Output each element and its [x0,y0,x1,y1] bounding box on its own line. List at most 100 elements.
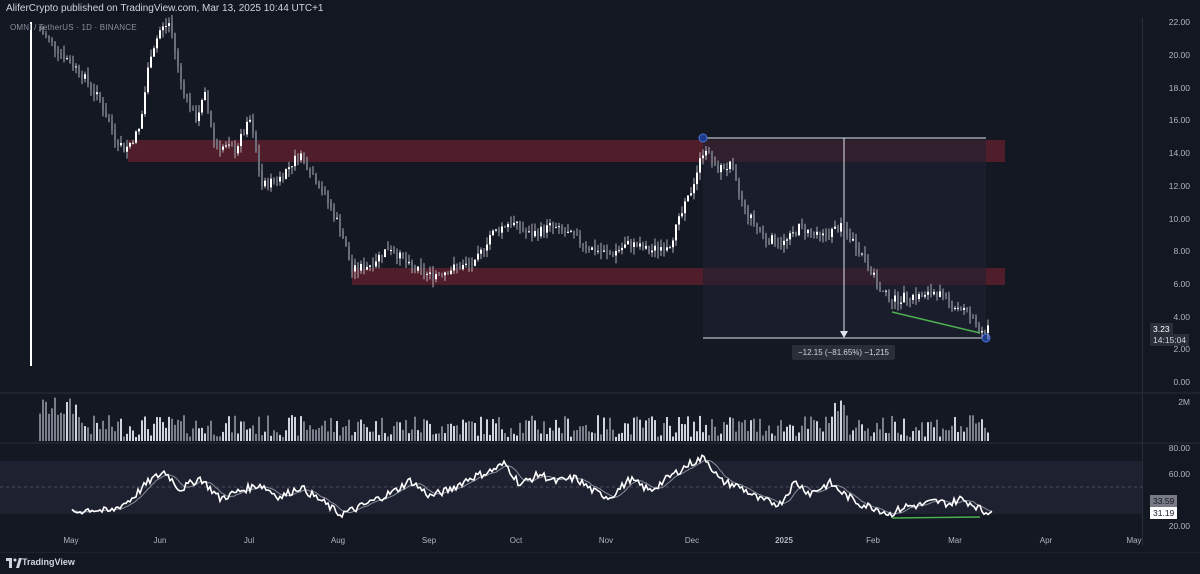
price-tick-label: 0.00 [1173,377,1190,387]
candle-body [447,272,449,275]
candle-body [717,165,719,173]
volume-bar [120,418,122,441]
volume-bar [486,419,488,441]
volume-bar [336,420,338,441]
volume-bar [747,431,749,441]
candle-body [555,227,557,229]
candle-body [222,146,224,150]
volume-bar [438,433,440,441]
candle-body [960,307,962,310]
candle-body [336,217,338,219]
volume-bar [669,425,671,441]
volume-bar [501,429,503,441]
time-tick-label: Sep [421,536,437,545]
candle-body [321,187,323,192]
candle-body [567,231,569,233]
volume-bar [327,431,329,441]
candle-body [282,176,284,179]
volume-bar [360,419,362,441]
volume-bar [285,430,287,441]
time-tick-label: Feb [866,536,880,545]
volume-bar [729,417,731,441]
candle-body [423,268,425,275]
volume-bar [579,426,581,441]
candle-body [798,224,800,236]
volume-bar [45,401,47,441]
candle-body [183,82,185,95]
volume-bar [726,424,728,441]
candle-body [138,128,140,132]
brand-name[interactable]: TradingView [22,557,75,567]
measure-start-handle [698,133,708,143]
candle-body [303,153,305,159]
volume-bar [561,433,563,441]
candle-body [723,165,725,170]
candle-body [315,174,317,184]
candle-body [711,150,713,163]
volume-bar [180,421,182,441]
candle-body [672,240,674,248]
volume-bar [390,434,392,441]
volume-bar [573,430,575,441]
volume-bar [72,413,74,441]
candle-body [333,207,335,219]
candle-body [357,265,359,271]
candle-body [519,221,521,230]
countdown-badge: 14:15:04 [1150,334,1190,346]
volume-bar [111,426,113,441]
candle-body [129,142,131,147]
candle-body [948,295,950,302]
volume-bar [945,430,947,441]
candle-body [162,26,164,31]
price-axis[interactable] [1142,18,1200,546]
candle-body [720,165,722,173]
candle-body [468,263,470,265]
candle-body [603,250,605,252]
candle-body [909,299,911,301]
volume-bar [48,413,50,441]
volume-bar [504,433,506,441]
price-tick-label: 18.00 [1168,82,1190,93]
volume-bar [615,436,617,441]
volume-bar [786,426,788,441]
volume-bar [276,432,278,441]
candle-body [255,133,257,153]
volume-bar [519,422,521,441]
candle-body [249,119,251,122]
publish-info: AliferCrypto published on TradingView.co… [6,3,324,14]
volume-bar [129,426,131,441]
tradingview-logo-icon[interactable] [6,558,22,568]
candle-body [381,254,383,258]
volume-bar [807,428,809,441]
candle-body [534,231,536,237]
volume-bar [261,435,263,441]
volume-bar [654,420,656,441]
candle-body [339,217,341,231]
candle-body [810,229,812,233]
volume-bar [972,415,974,441]
candle-body [156,38,158,49]
time-tick-label: Dec [684,536,700,545]
candle-body [822,233,824,236]
volume-bar [117,421,119,441]
candle-body [414,266,416,271]
candle-body [354,265,356,272]
candle-body [135,131,137,143]
candle-body [543,226,545,233]
candle-body [606,250,608,252]
volume-bar [471,421,473,441]
volume-bar [789,424,791,441]
candle-body [63,53,65,59]
volume-bar [132,430,134,441]
candle-body [51,38,53,42]
candle-body [471,264,473,266]
candle-body [708,150,710,152]
volume-bar [942,428,944,441]
candle-body [729,161,731,170]
volume-bar [177,419,179,441]
candle-body [450,270,452,275]
candle-body [642,243,644,249]
volume-bar [975,423,977,441]
candle-body [201,99,203,113]
